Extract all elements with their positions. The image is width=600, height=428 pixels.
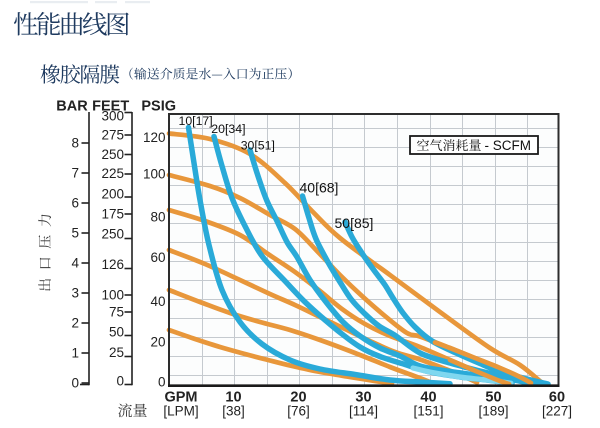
svg-text:75: 75	[109, 304, 124, 319]
svg-text:[38]: [38]	[222, 404, 245, 419]
svg-text:40[68]: 40[68]	[300, 180, 339, 196]
svg-text:60: 60	[549, 390, 565, 406]
svg-text:10: 10	[225, 390, 241, 406]
svg-text:2: 2	[71, 316, 79, 331]
svg-text:FEET: FEET	[92, 99, 129, 115]
svg-text:50: 50	[485, 390, 501, 406]
svg-text:1: 1	[71, 346, 79, 361]
svg-text:6: 6	[71, 196, 79, 211]
svg-text:225: 225	[101, 166, 124, 181]
svg-text:[LPM]: [LPM]	[163, 404, 198, 419]
svg-text:10[17]: 10[17]	[179, 114, 213, 128]
svg-text:7: 7	[71, 166, 79, 181]
svg-text:- SCFM: - SCFM	[485, 138, 532, 153]
svg-text:0: 0	[116, 374, 124, 389]
svg-text:[227]: [227]	[542, 404, 572, 419]
svg-text:40: 40	[150, 294, 165, 309]
svg-text:60: 60	[150, 250, 165, 265]
svg-text:200: 200	[101, 186, 124, 201]
svg-text:25: 25	[109, 345, 124, 360]
svg-text:250: 250	[101, 147, 124, 162]
svg-text:100: 100	[101, 287, 124, 302]
svg-text:3: 3	[71, 286, 79, 301]
svg-text:PSIG: PSIG	[141, 99, 176, 115]
svg-text:[151]: [151]	[413, 404, 443, 419]
svg-text:275: 275	[101, 128, 124, 143]
svg-text:20: 20	[150, 335, 165, 350]
svg-text:20[34]: 20[34]	[211, 122, 245, 136]
svg-text:100: 100	[143, 167, 166, 182]
svg-text:250: 250	[101, 227, 124, 242]
svg-text:GPM: GPM	[164, 390, 197, 406]
svg-text:8: 8	[71, 136, 79, 151]
svg-text:5: 5	[71, 226, 79, 241]
svg-text:0: 0	[71, 376, 79, 391]
svg-text:[189]: [189]	[478, 404, 508, 419]
svg-text:[114]: [114]	[349, 404, 378, 419]
svg-text:300: 300	[101, 108, 124, 123]
svg-text:[76]: [76]	[287, 404, 310, 419]
svg-text:30: 30	[355, 390, 371, 406]
svg-text:4: 4	[71, 256, 79, 271]
svg-text:50: 50	[109, 325, 124, 340]
svg-text:0: 0	[158, 374, 166, 389]
svg-text:175: 175	[101, 206, 124, 221]
svg-text:40: 40	[420, 390, 436, 406]
svg-text:80: 80	[150, 209, 165, 224]
svg-text:120: 120	[143, 130, 166, 145]
svg-text:30[51]: 30[51]	[241, 139, 275, 153]
svg-text:BAR: BAR	[56, 99, 88, 115]
svg-text:20: 20	[290, 390, 306, 406]
svg-text:126: 126	[101, 257, 124, 272]
svg-text:50[85]: 50[85]	[335, 215, 374, 231]
